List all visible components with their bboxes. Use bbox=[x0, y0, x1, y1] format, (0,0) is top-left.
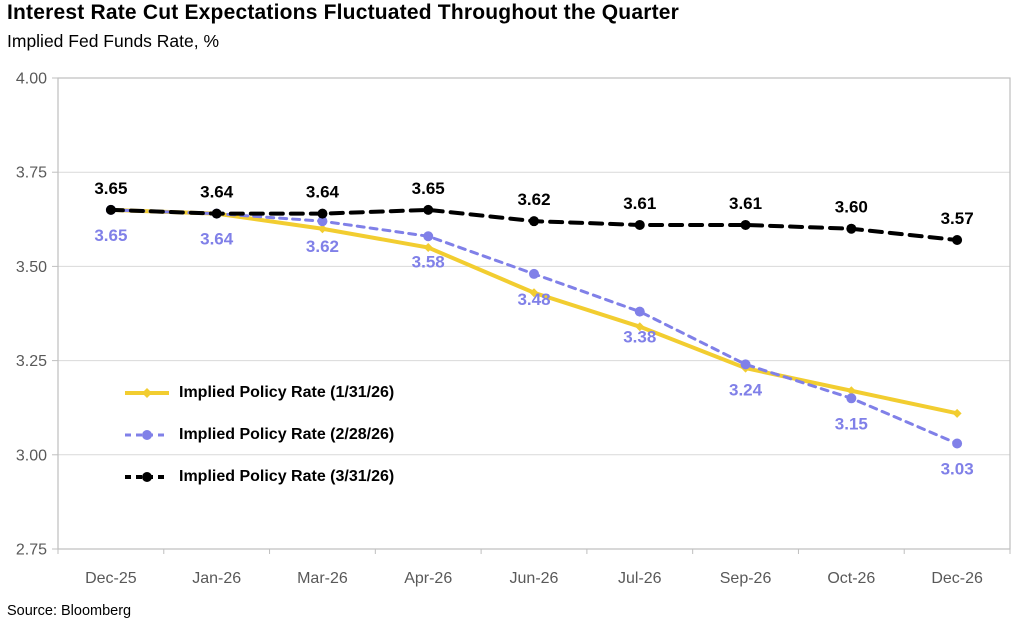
y-tick-label: 3.75 bbox=[16, 165, 47, 182]
series-marker-1 bbox=[423, 231, 434, 242]
series-marker-1 bbox=[317, 216, 328, 227]
legend-label: Implied Policy Rate (2/28/26) bbox=[179, 426, 395, 443]
legend-item-implied-policy-rate-1-31-26: Implied Policy Rate (1/31/26) bbox=[125, 372, 394, 414]
legend-line-sample-icon bbox=[125, 472, 169, 482]
series-marker-0 bbox=[529, 288, 539, 298]
data-label-1: 3.58 bbox=[412, 252, 445, 271]
chart-title: Interest Rate Cut Expectations Fluctuate… bbox=[7, 1, 680, 24]
chart-legend: Implied Policy Rate (1/31/26) Implied Po… bbox=[125, 372, 394, 498]
series-marker-1 bbox=[846, 393, 857, 404]
series-marker-2 bbox=[634, 219, 645, 230]
legend-line-sample-icon bbox=[125, 430, 169, 440]
series-marker-2 bbox=[529, 216, 539, 227]
data-label-1: 3.65 bbox=[94, 226, 127, 245]
series-marker-0 bbox=[952, 408, 962, 418]
x-tick-label: Jun-26 bbox=[510, 570, 559, 587]
x-tick-label: Jul-26 bbox=[618, 570, 662, 587]
legend-item-implied-policy-rate-2-28-26: Implied Policy Rate (2/28/26) bbox=[125, 414, 394, 456]
legend-sample-marker bbox=[142, 472, 152, 482]
data-label-2: 3.64 bbox=[306, 183, 340, 202]
series-marker-1 bbox=[529, 268, 539, 279]
data-label-2: 3.61 bbox=[729, 194, 762, 213]
series-marker-2 bbox=[423, 204, 434, 215]
series-marker-2 bbox=[105, 204, 116, 215]
data-label-1: 3.38 bbox=[623, 328, 656, 347]
series-marker-0 bbox=[846, 386, 856, 396]
series-marker-0 bbox=[317, 224, 327, 234]
series-marker-2 bbox=[317, 208, 328, 219]
data-label-1: 3.48 bbox=[517, 290, 550, 309]
legend-sample-marker bbox=[142, 388, 152, 398]
data-label-2: 3.65 bbox=[94, 179, 127, 198]
data-label-2: 3.65 bbox=[412, 179, 445, 198]
data-label-1: 3.24 bbox=[729, 380, 763, 399]
data-label-1: 3.03 bbox=[941, 459, 974, 478]
y-tick-label: 3.25 bbox=[16, 353, 47, 370]
data-label-2: 3.62 bbox=[517, 190, 550, 209]
data-label-2: 3.57 bbox=[941, 209, 974, 228]
chart-subtitle: Implied Fed Funds Rate, % bbox=[7, 31, 220, 51]
data-label-1: 3.64 bbox=[200, 230, 234, 249]
legend-label: Implied Policy Rate (1/31/26) bbox=[179, 384, 395, 401]
legend-sample-marker bbox=[142, 430, 152, 440]
data-label-1: 3.62 bbox=[306, 237, 339, 256]
series-marker-0 bbox=[635, 322, 645, 332]
data-label-1: 3.15 bbox=[835, 414, 868, 433]
series-marker-2 bbox=[740, 219, 751, 230]
series-marker-2 bbox=[211, 208, 222, 219]
x-tick-label: Dec-25 bbox=[85, 570, 137, 587]
plot-border bbox=[57, 77, 1011, 550]
series-marker-0 bbox=[423, 243, 433, 253]
data-label-2: 3.61 bbox=[623, 194, 656, 213]
series-marker-1 bbox=[740, 359, 751, 370]
data-label-2: 3.60 bbox=[835, 198, 868, 217]
x-tick-label: Jan-26 bbox=[192, 570, 241, 587]
data-label-2: 3.64 bbox=[200, 183, 234, 202]
y-tick-label: 4.00 bbox=[16, 71, 47, 88]
x-tick-label: Apr-26 bbox=[404, 570, 452, 587]
x-tick-label: Dec-26 bbox=[931, 570, 983, 587]
series-marker-1 bbox=[634, 306, 645, 317]
source-text: Source: Bloomberg bbox=[7, 603, 132, 619]
y-tick-label: 2.75 bbox=[16, 542, 47, 559]
y-tick-label: 3.50 bbox=[16, 259, 47, 276]
series-marker-1 bbox=[952, 438, 963, 449]
y-tick-label: 3.00 bbox=[16, 447, 47, 464]
legend-item-implied-policy-rate-3-31-26: Implied Policy Rate (3/31/26) bbox=[125, 456, 394, 498]
x-tick-label: Oct-26 bbox=[827, 570, 875, 587]
x-tick-label: Sep-26 bbox=[720, 570, 772, 587]
legend-line-sample-icon bbox=[125, 388, 169, 398]
series-marker-2 bbox=[846, 223, 857, 234]
x-tick-label: Mar-26 bbox=[297, 570, 348, 587]
series-marker-2 bbox=[952, 235, 963, 246]
legend-label: Implied Policy Rate (3/31/26) bbox=[179, 468, 395, 485]
